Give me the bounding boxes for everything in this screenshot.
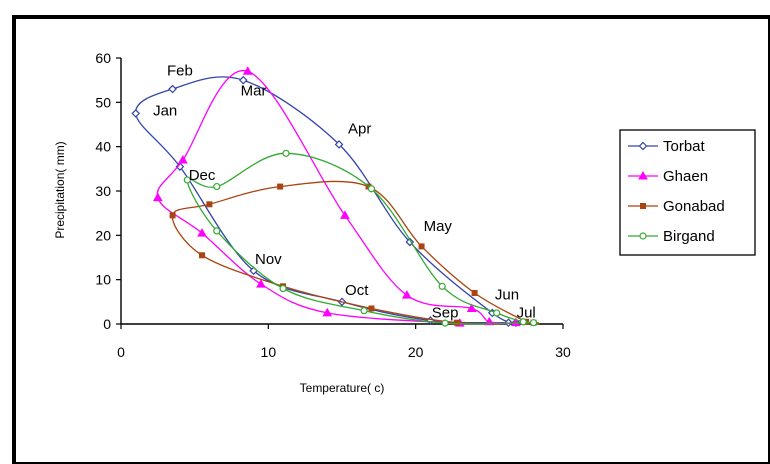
data-point-gonabad [418, 243, 425, 250]
data-point-gonabad [453, 319, 460, 326]
data-point-gonabad [206, 201, 213, 208]
y-axis-label: Precipitation( mm) [53, 141, 67, 238]
data-point-ghaen [340, 210, 350, 219]
month-label: Mar [241, 83, 267, 100]
data-point-birgand [441, 319, 449, 327]
legend-marker-torbat [638, 141, 648, 151]
data-point-torbat [334, 140, 344, 149]
y-tick-label: 50 [95, 94, 111, 110]
data-point-ghaen [322, 307, 333, 317]
month-label: Nov [255, 251, 282, 268]
data-point-gonabad [169, 212, 176, 219]
legend-label-torbat: Torbat [663, 138, 706, 155]
data-point-ghaen [401, 290, 412, 299]
x-axis-label: Temperature( c) [300, 381, 385, 395]
data-point-torbat [238, 75, 248, 85]
month-label: Jan [153, 103, 177, 120]
month-label: May [424, 218, 453, 235]
month-label: Oct [345, 282, 369, 299]
chart-border [12, 15, 770, 464]
x-tick-label: 30 [555, 344, 571, 360]
legend-box [619, 129, 756, 256]
data-point-birgand [213, 227, 221, 235]
x-tick-label: 20 [408, 344, 424, 360]
data-point-birgand [213, 182, 221, 191]
y-tick-label: 60 [95, 50, 111, 66]
y-tick-label: 40 [95, 139, 111, 155]
data-point-birgand [183, 176, 191, 184]
month-label: Jul [517, 304, 536, 321]
data-point-ghaen [152, 192, 163, 202]
y-tick-label: 10 [95, 272, 111, 288]
data-point-birgand [519, 318, 527, 326]
data-point-ghaen [466, 303, 477, 312]
month-label: Jun [495, 287, 519, 304]
data-point-torbat [131, 109, 141, 118]
month-label: Feb [167, 63, 193, 80]
y-tick-label: 0 [103, 316, 111, 332]
x-tick-label: 0 [117, 344, 125, 360]
legend-marker-birgand [639, 232, 647, 240]
data-point-gonabad [471, 289, 478, 296]
plot-area: 0 10 20 30 40 50 60 0 10 20 30 Jan Feb Mar Apr May JunJu… [95, 50, 571, 360]
legend-label-gonabad: Gonabad [663, 198, 725, 215]
legend-label-birgand: Birgand [663, 228, 715, 245]
legend-marker-ghaen [638, 170, 648, 180]
data-point-ghaen [256, 279, 266, 288]
month-label: Sep [432, 304, 459, 321]
legend: Torbat Ghaen Gonabad Birgand [619, 129, 756, 256]
data-point-gonabad [368, 305, 375, 312]
data-point-ghaen [197, 228, 207, 237]
data-point-gonabad [199, 252, 206, 259]
data-point-birgand [279, 284, 287, 293]
data-point-birgand [367, 185, 376, 193]
data-point-gonabad [277, 183, 284, 190]
data-point-birgand [360, 307, 368, 315]
x-tick-label: 10 [261, 344, 277, 360]
y-tick-label: 20 [95, 227, 111, 243]
legend-marker-gonabad [640, 203, 646, 209]
data-point-ghaen [242, 66, 253, 75]
y-tick-label: 30 [95, 183, 111, 199]
data-point-birgand [438, 282, 446, 290]
legend-label-ghaen: Ghaen [663, 168, 708, 185]
data-point-birgand [282, 149, 290, 157]
data-point-ghaen [178, 154, 188, 164]
month-label: Dec [189, 167, 216, 184]
data-point-torbat [168, 84, 177, 94]
month-label: Apr [348, 120, 371, 137]
data-point-birgand [493, 309, 501, 317]
data-point-torbat [175, 162, 185, 171]
data-point-ghaen [510, 317, 521, 327]
data-point-birgand [529, 319, 538, 327]
